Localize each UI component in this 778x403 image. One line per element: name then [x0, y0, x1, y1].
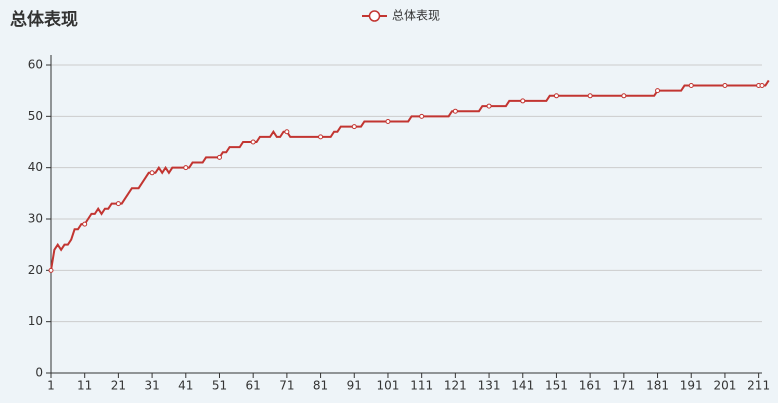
x-tick-label: 161 [579, 379, 602, 393]
point [318, 134, 324, 140]
x-tick-label: 91 [347, 379, 362, 393]
x-tick-label: 121 [444, 379, 467, 393]
x-tick-label: 181 [646, 379, 669, 393]
point [587, 93, 593, 99]
x-tick-label: 71 [279, 379, 294, 393]
x-tick-label: 131 [478, 379, 501, 393]
point [149, 170, 155, 176]
y-tick-label: 20 [28, 263, 43, 277]
x-tick-label: 1 [47, 379, 55, 393]
x-tick-label: 81 [313, 379, 328, 393]
point [216, 154, 222, 160]
point [520, 98, 526, 104]
point [82, 221, 88, 227]
x-tick-label: 191 [680, 379, 703, 393]
x-tick-label: 171 [612, 379, 635, 393]
point [722, 83, 728, 89]
point [486, 103, 492, 109]
x-tick-label: 41 [178, 379, 193, 393]
x-tick-label: 101 [377, 379, 400, 393]
x-tick-label: 151 [545, 379, 568, 393]
x-tick-label: 211 [747, 379, 770, 393]
point [183, 165, 189, 171]
y-tick-label: 60 [28, 58, 43, 72]
point [115, 201, 121, 207]
line [50, 79, 770, 271]
point [250, 139, 256, 145]
point [759, 83, 765, 89]
x-tick-label: 11 [77, 379, 92, 393]
x-tick-label: 31 [144, 379, 159, 393]
x-tick-label: 61 [246, 379, 261, 393]
y-tick-label: 10 [28, 314, 43, 328]
y-tick-label: 40 [28, 160, 43, 174]
legend-symbol [368, 10, 381, 22]
y-tick-label: 0 [35, 366, 43, 380]
y-tick-label: 50 [28, 109, 43, 123]
point [655, 88, 661, 94]
point [351, 124, 357, 130]
point [284, 129, 290, 135]
point [688, 83, 694, 89]
legend-label[interactable]: 总体表现 [392, 9, 440, 23]
point [48, 267, 54, 273]
point [621, 93, 627, 99]
x-tick-label: 51 [212, 379, 227, 393]
y-tick-label: 30 [28, 212, 43, 226]
point [452, 108, 458, 114]
x-tick-label: 21 [111, 379, 126, 393]
point [385, 118, 391, 124]
chart-title: 总体表现 [10, 9, 78, 30]
point [419, 113, 425, 119]
x-tick-label: 111 [410, 379, 433, 393]
point [553, 93, 559, 99]
x-tick-label: 141 [511, 379, 534, 393]
x-tick-label: 201 [713, 379, 736, 393]
